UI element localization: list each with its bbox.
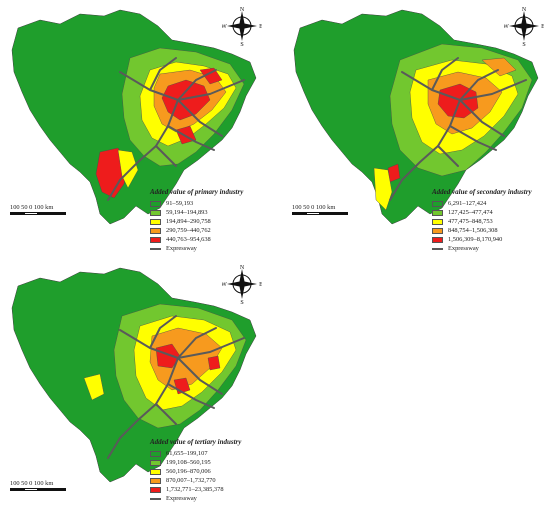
legend-entry: 870,007–1,732,770 [150,476,241,485]
compass-s: S [240,300,243,304]
legend-entry-expressway: Expressway [150,494,241,503]
south-yellow [373,167,393,211]
legend-tertiary: Added value of tertiary industry 61,655–… [150,438,241,503]
map-panel-secondary: N S E W Added value of secondary industr… [282,0,550,253]
expressways [107,315,245,459]
legend-entry: 59,194–194,893 [150,208,243,217]
north-arrow: N S E W [222,264,262,304]
compass-n: N [240,265,245,271]
map-tertiary [11,267,257,483]
compass-w: W [504,24,509,30]
legend-title: Added value of tertiary industry [150,438,242,446]
scale-labels: 100 50 0 100 km [292,204,336,211]
compass-n: N [522,7,527,13]
legend-primary: Added value of primary industry 91–59,19… [150,188,243,253]
legend-entry: 848,754–1,506,308 [432,226,532,235]
scale-bar: 100 50 0 100 km [10,480,66,491]
legend-entry: 1,506,309–8,170,940 [432,235,532,244]
legend-entry: 61,655–199,107 [150,449,241,458]
legend-entry: 440,763–954,638 [150,235,243,244]
map-panel-primary: N S E W Added value of primary industry … [0,0,270,253]
south-yellow [117,149,139,189]
compass-w: W [222,24,227,30]
scale-labels: 100 50 0 100 km [10,204,54,211]
legend-entry: 127,425–477,474 [432,208,532,217]
map-panel-tertiary: N S E W Added value of tertiary industry… [0,258,270,508]
legend-title: Added value of primary industry [150,188,244,196]
legend-entry: 194,894–290,758 [150,217,243,226]
legend-entry-expressway: Expressway [150,244,243,253]
compass-s: S [240,42,243,46]
legend-secondary: Added value of secondary industry 6,291–… [432,188,532,253]
legend-entry: 560,196–870,006 [150,467,241,476]
compass-w: W [222,282,227,288]
map-primary [11,9,257,225]
compass-e: E [259,24,262,30]
legend-entry: 290,759–440,762 [150,226,243,235]
legend-entry: 91–59,193 [150,199,243,208]
legend-title: Added value of secondary industry [432,188,532,196]
scale-bar: 100 50 0 100 km [10,204,66,215]
legend-entry-expressway: Expressway [432,244,532,253]
upper-zone [149,327,223,391]
north-arrow: N S E W [504,6,544,46]
north-arrow: N S E W [222,6,262,46]
legend-entry: 1,732,771–23,385,378 [150,485,241,494]
legend-entry: 199,108–560,195 [150,458,241,467]
compass-e: E [541,24,544,30]
expressways [107,57,245,201]
compass-s: S [522,42,525,46]
expressways [389,57,527,201]
compass-n: N [240,7,245,13]
legend-entry: 6,291–127,424 [432,199,532,208]
scale-labels: 100 50 0 100 km [10,480,54,487]
legend-entry: 477,475–848,753 [432,217,532,226]
top-zone [161,67,223,145]
map-secondary [293,9,539,225]
scale-bar: 100 50 0 100 km [292,204,348,215]
compass-e: E [259,282,262,288]
